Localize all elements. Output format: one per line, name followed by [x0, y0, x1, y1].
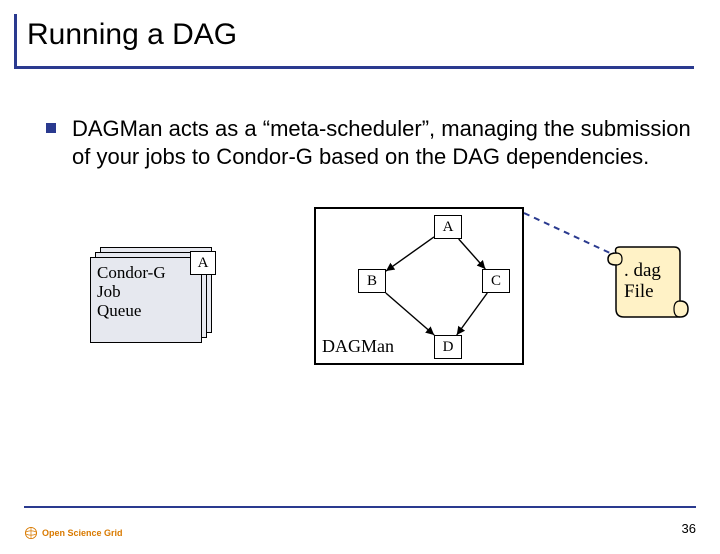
dag-file-scroll: . dag File — [602, 243, 694, 323]
dagman-label: DAGMan — [322, 336, 394, 357]
bullet-item: DAGMan acts as a “meta-scheduler”, manag… — [46, 115, 692, 171]
dag-node-d: D — [434, 335, 462, 359]
dagman-box: A B C D DAGMan — [314, 207, 524, 365]
title-bar: Running a DAG — [14, 14, 694, 69]
dag-node-b: B — [358, 269, 386, 293]
dag-file-label: . dag File — [624, 261, 661, 303]
queue-label-line: Job — [97, 282, 121, 301]
queue-label-line: Condor-G — [97, 263, 166, 282]
bullet-text: DAGMan acts as a “meta-scheduler”, manag… — [72, 115, 692, 171]
queued-node-a: A — [190, 251, 216, 275]
content-body: DAGMan acts as a “meta-scheduler”, manag… — [0, 69, 720, 399]
dag-file-line: File — [624, 281, 654, 302]
osg-text: Open Science Grid — [42, 528, 123, 538]
dag-node-a: A — [434, 215, 462, 239]
queue-label: Condor-G Job Queue — [97, 264, 166, 320]
queue-card-front: Condor-G Job Queue — [90, 257, 202, 343]
square-bullet-icon — [46, 123, 56, 133]
page-title: Running a DAG — [27, 18, 694, 52]
osg-logo: Open Science Grid — [24, 526, 123, 540]
queue-label-line: Queue — [97, 301, 141, 320]
dag-node-c: C — [482, 269, 510, 293]
job-queue-stack: Condor-G Job Queue A — [90, 247, 210, 343]
dag-file-line: . dag — [624, 260, 661, 281]
footer-rule — [24, 506, 696, 508]
page-number: 36 — [682, 521, 696, 536]
osg-globe-icon — [24, 526, 38, 540]
diagram-area: Condor-G Job Queue A A B C D DAGMan — [46, 199, 692, 399]
